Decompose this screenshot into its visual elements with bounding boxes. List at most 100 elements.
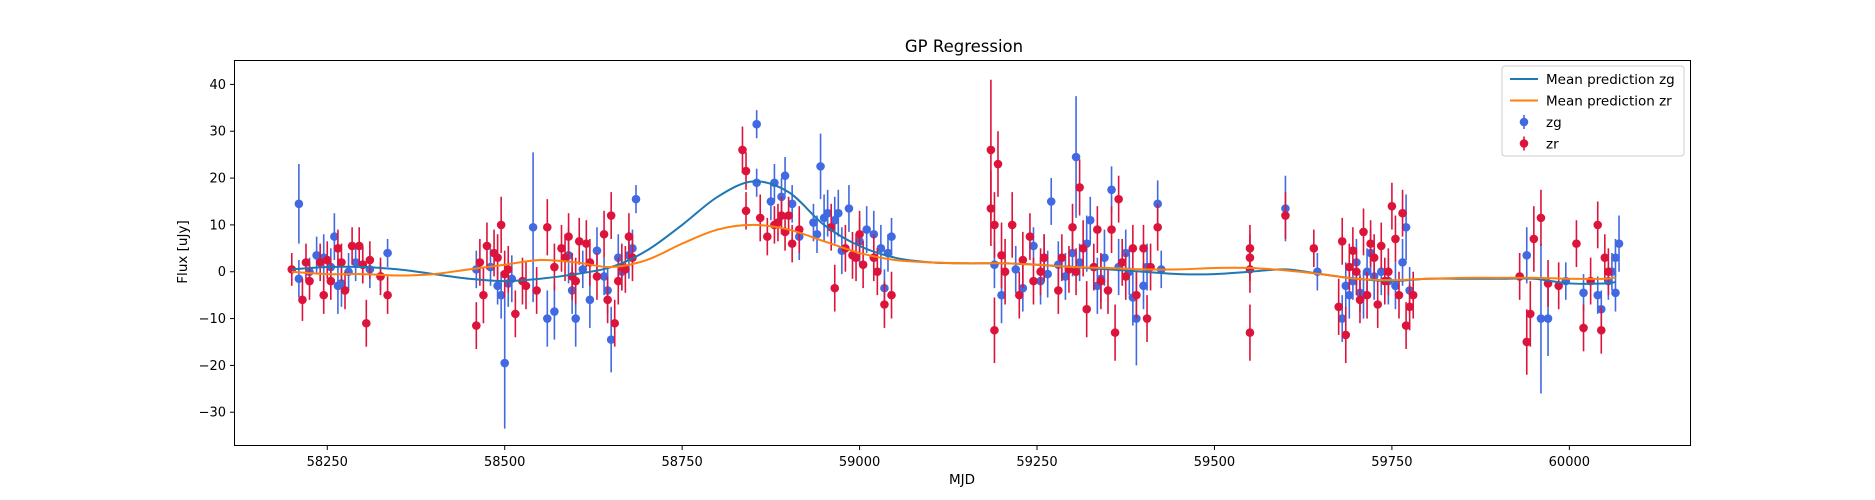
point-zr-11 <box>347 227 357 265</box>
point-zr-45 <box>610 299 620 347</box>
point-zr-38 <box>574 217 584 265</box>
point-zr-17 <box>383 276 392 314</box>
point-zr-5 <box>319 276 329 314</box>
y-axis-title: Flux [uJy] <box>175 220 191 283</box>
point-zg-24 <box>550 283 559 340</box>
point-zg-57 <box>862 206 871 253</box>
point-zr-128 <box>1373 281 1383 328</box>
point-zr-117 <box>1334 278 1343 335</box>
point-zg-119 <box>1611 274 1620 312</box>
point-zr-136 <box>1401 302 1411 349</box>
point-zr-149 <box>1593 201 1603 249</box>
point-zr-127 <box>1369 234 1379 282</box>
x-axis-title: MJD <box>949 472 975 488</box>
y-tick-label: −30 <box>199 406 226 421</box>
point-zr-132 <box>1387 182 1397 230</box>
point-zr-57 <box>773 203 783 242</box>
point-zr-75 <box>986 171 996 246</box>
point-zr-108 <box>1142 295 1152 342</box>
y-tick-label: −20 <box>199 359 226 374</box>
point-zr-35 <box>564 213 573 261</box>
point-zr-102 <box>1114 175 1123 223</box>
point-zr-95 <box>1082 281 1092 338</box>
point-zr-114 <box>1245 304 1255 361</box>
point-zg-48 <box>812 215 822 253</box>
point-zr-118 <box>1337 217 1347 265</box>
point-zg-71 <box>1046 178 1056 225</box>
point-zr-116 <box>1309 229 1319 268</box>
point-zr-33 <box>557 224 566 272</box>
legend: Mean prediction zg Mean prediction zr zg zr <box>1501 65 1685 157</box>
point-zr-14 <box>362 299 371 347</box>
point-zr-142 <box>1529 206 1539 272</box>
point-zr-145 <box>1554 262 1563 310</box>
point-zr-91 <box>1068 203 1077 251</box>
point-zr-73 <box>887 271 896 319</box>
point-zg-110 <box>1522 227 1532 284</box>
point-zr-143 <box>1536 189 1546 246</box>
point-zr-44 <box>606 192 616 239</box>
legend-entry-zg: zg <box>1519 115 1562 131</box>
point-zr-24 <box>496 196 506 253</box>
point-zr-152 <box>1604 248 1613 296</box>
point-zr-123 <box>1355 276 1365 324</box>
point-zr-92 <box>1071 248 1081 296</box>
legend-entry-mean-zr-label: Mean prediction zr <box>1546 94 1672 110</box>
x-tick-label: 59500 <box>1194 455 1235 470</box>
point-zr-18 <box>472 302 481 349</box>
point-zr-7 <box>326 262 336 300</box>
x-tick-label: 60000 <box>1549 455 1590 470</box>
point-zg-82 <box>1107 166 1116 214</box>
point-zr-122 <box>1352 248 1361 296</box>
point-zg-106 <box>1391 262 1400 310</box>
point-zg-41 <box>766 182 776 221</box>
point-zg-59 <box>876 224 886 272</box>
point-zr-150 <box>1596 306 1606 354</box>
point-zr-146 <box>1572 220 1581 268</box>
point-zg-49 <box>816 133 825 200</box>
point-zr-76 <box>990 297 999 364</box>
point-zg-33 <box>606 306 616 373</box>
point-zr-42 <box>599 210 609 258</box>
legend-entry-mean-zr: Mean prediction zr <box>1510 94 1672 110</box>
point-zg-38 <box>631 185 641 214</box>
point-zr-89 <box>1057 234 1067 282</box>
point-zg-18 <box>496 271 506 319</box>
point-zr-72 <box>880 281 889 328</box>
x-tick-label: 59000 <box>839 455 880 470</box>
point-zr-69 <box>858 241 868 289</box>
point-zr-41 <box>592 253 602 300</box>
point-zr-81 <box>1007 192 1017 258</box>
point-zg-120 <box>1614 215 1624 272</box>
point-zr-39 <box>582 220 591 268</box>
point-zr-137 <box>1405 283 1414 331</box>
point-zr-1 <box>298 278 307 321</box>
point-zr-67 <box>851 234 861 282</box>
point-zg-0 <box>294 164 304 244</box>
point-zg-81 <box>1100 229 1109 286</box>
point-zr-51 <box>738 126 747 174</box>
point-zr-80 <box>1000 238 1010 305</box>
plot-frame <box>234 60 1691 446</box>
x-tick-label: 59250 <box>1016 455 1057 470</box>
point-zr-77 <box>990 192 999 258</box>
point-zg-111 <box>1536 243 1546 394</box>
point-zr-6 <box>322 241 332 279</box>
point-zr-53 <box>741 192 751 230</box>
y-tick-label: 30 <box>209 125 226 140</box>
y-tick-label: 10 <box>209 218 226 233</box>
point-zr-79 <box>997 222 1006 289</box>
point-zr-27 <box>511 290 520 338</box>
point-zr-119 <box>1341 306 1351 364</box>
point-zg-121 <box>1611 238 1620 277</box>
point-zr-37 <box>571 257 580 305</box>
point-zg-22 <box>528 152 538 303</box>
point-zr-55 <box>763 217 772 256</box>
point-zr-129 <box>1376 222 1386 270</box>
point-zr-133 <box>1391 215 1400 263</box>
point-zg-1 <box>294 260 304 298</box>
point-zr-4 <box>315 243 325 282</box>
point-zg-95 <box>1341 262 1351 310</box>
mean-line-zr <box>291 223 1616 282</box>
point-zr-2 <box>301 243 311 282</box>
